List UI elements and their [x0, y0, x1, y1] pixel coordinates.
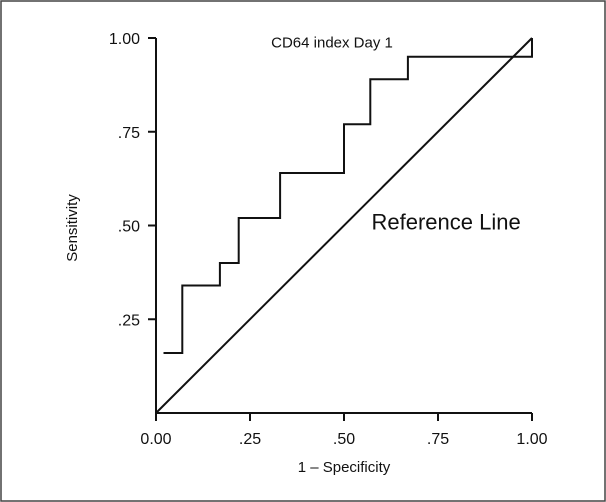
- x-tick-label: .75: [427, 431, 449, 448]
- y-axis-title: Sensitivity: [64, 194, 81, 262]
- y-tick-label: .25: [118, 312, 140, 329]
- y-tick-label: .50: [118, 219, 140, 236]
- x-ticks: 0.00 .25 .50 .75 1.00: [140, 413, 548, 448]
- y-tick-label: 1.00: [109, 31, 140, 48]
- x-tick-label: .50: [333, 431, 355, 448]
- x-axis-title: 1 – Specificity: [298, 459, 391, 476]
- x-tick-label: 0.00: [140, 431, 171, 448]
- roc-curve-line: [163, 38, 533, 354]
- x-tick-label: 1.00: [516, 431, 547, 448]
- reference-line-label: Reference Line: [372, 209, 521, 234]
- x-tick-label: .25: [239, 431, 261, 448]
- series-label-cd64: CD64 index Day 1: [271, 34, 393, 51]
- reference-line: [155, 37, 533, 414]
- y-ticks: .25 .50 .75 1.00: [109, 31, 156, 329]
- y-tick-label: .75: [118, 125, 140, 142]
- series-layer: [155, 37, 533, 414]
